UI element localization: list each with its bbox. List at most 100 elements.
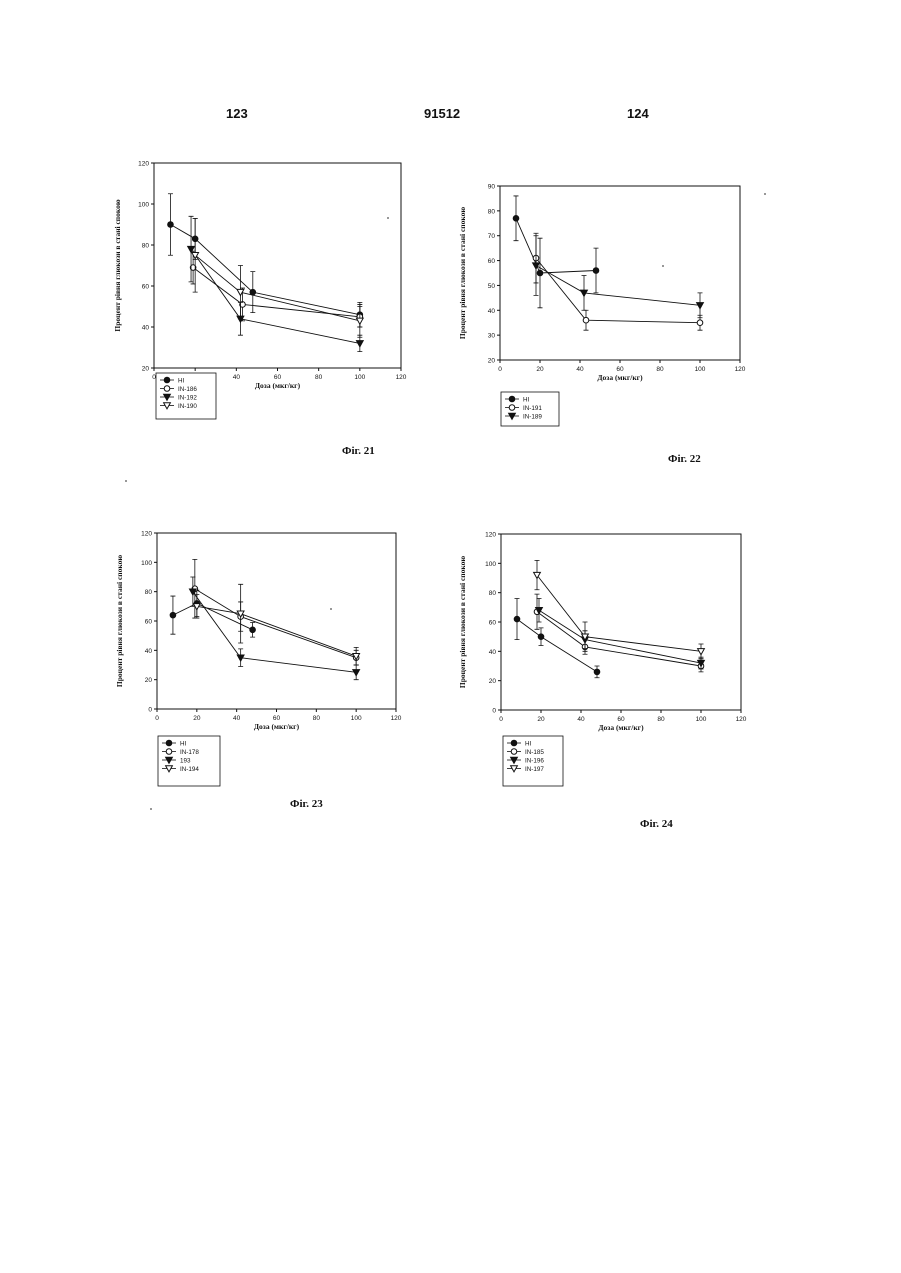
x-tick-label: 80 <box>656 366 664 373</box>
chart-svg: 2030405060708090020406080100120Доза (мкг… <box>455 180 755 445</box>
legend-label: HI <box>178 377 185 384</box>
x-tick-label: 0 <box>155 715 159 722</box>
legend-label: IN-194 <box>180 766 199 773</box>
legend-marker <box>509 405 515 411</box>
x-tick-label: 80 <box>657 716 665 723</box>
legend-label: IN-189 <box>523 413 542 420</box>
data-point <box>356 318 363 324</box>
legend-marker <box>166 740 172 746</box>
chart-fig23: 020406080100120020406080100120Доза (мкг/… <box>112 528 412 793</box>
scan-speck <box>764 193 766 195</box>
page-number-left: 123 <box>226 106 248 121</box>
series-in-185 <box>534 594 704 672</box>
data-point <box>594 669 600 675</box>
x-tick-label: 60 <box>274 374 282 381</box>
y-tick-label: 20 <box>142 366 150 373</box>
legend-label: IN-186 <box>178 386 197 393</box>
legend-label: IN-197 <box>525 766 544 773</box>
x-tick-label: 80 <box>313 715 321 722</box>
y-tick-label: 40 <box>489 649 497 656</box>
legend-label: IN-191 <box>523 405 542 412</box>
y-tick-label: 70 <box>488 233 496 240</box>
x-tick-label: 60 <box>616 366 624 373</box>
y-axis-label: Процент рівня глюкози в стані спокою <box>115 555 124 687</box>
y-tick-label: 60 <box>488 258 496 265</box>
legend-label: IN-196 <box>525 757 544 764</box>
data-point <box>353 670 360 676</box>
series-in-178 <box>192 559 359 665</box>
legend-label: IN-178 <box>180 749 199 756</box>
legend-marker <box>511 740 517 746</box>
y-tick-label: 40 <box>488 308 496 315</box>
series-line <box>516 218 596 273</box>
data-point <box>583 317 589 323</box>
scan-speck <box>387 217 389 219</box>
x-tick-label: 40 <box>577 716 585 723</box>
y-tick-label: 80 <box>145 589 153 596</box>
series-in-194 <box>193 584 359 665</box>
data-point <box>593 268 599 274</box>
y-axis-label: Процент рівня глюкози в стані спокою <box>458 207 467 339</box>
x-tick-label: 100 <box>695 366 706 373</box>
x-tick-label: 100 <box>351 715 362 722</box>
y-tick-label: 40 <box>142 325 150 332</box>
x-tick-label: 100 <box>354 374 365 381</box>
y-tick-label: 0 <box>492 708 496 715</box>
x-tick-label: 40 <box>233 374 241 381</box>
data-point <box>697 320 703 326</box>
x-tick-label: 100 <box>696 716 707 723</box>
data-point <box>168 222 174 228</box>
series-in-191 <box>533 233 703 330</box>
y-tick-label: 0 <box>148 707 152 714</box>
x-axis-label: Доза (мкг/кг) <box>255 381 301 390</box>
legend-marker <box>511 749 517 755</box>
figure-label-fig21: Фіг. 21 <box>342 445 375 457</box>
y-axis-label: Процент рівня глюкози в стані спокою <box>458 556 467 688</box>
y-tick-label: 100 <box>141 560 152 567</box>
series-in-197 <box>534 560 705 658</box>
x-tick-label: 120 <box>391 715 402 722</box>
legend-label: HI <box>525 740 532 747</box>
series-in-190 <box>192 218 363 337</box>
figure-label-fig23: Фіг. 23 <box>290 798 323 810</box>
x-tick-label: 60 <box>617 716 625 723</box>
y-tick-label: 60 <box>489 620 497 627</box>
x-tick-label: 60 <box>273 715 281 722</box>
chart-fig21: 20406080100120020406080100120Доза (мкг/к… <box>110 157 410 442</box>
y-tick-label: 20 <box>145 677 153 684</box>
y-tick-label: 20 <box>488 358 496 365</box>
legend-label: IN-190 <box>178 403 197 410</box>
y-tick-label: 90 <box>488 184 496 191</box>
data-point <box>250 627 256 633</box>
legend-label: 193 <box>180 757 191 764</box>
y-tick-label: 40 <box>145 648 153 655</box>
y-tick-label: 80 <box>142 243 150 250</box>
page-number-right: 124 <box>627 106 649 121</box>
legend-label: IN-192 <box>178 394 197 401</box>
series-line <box>193 592 356 673</box>
y-tick-label: 80 <box>489 590 497 597</box>
y-tick-label: 30 <box>488 333 496 340</box>
x-tick-label: 80 <box>315 374 323 381</box>
scan-speck <box>150 808 152 810</box>
series-line <box>191 249 360 343</box>
series-line <box>171 225 360 315</box>
x-tick-label: 120 <box>736 716 747 723</box>
x-axis-label: Доза (мкг/кг) <box>597 373 643 382</box>
chart-svg: 020406080100120020406080100120Доза (мкг/… <box>112 528 412 793</box>
y-tick-label: 60 <box>142 284 150 291</box>
legend-marker <box>509 396 515 402</box>
x-tick-label: 20 <box>536 366 544 373</box>
series-line <box>537 575 701 651</box>
series-in-196 <box>536 599 705 669</box>
data-point <box>697 303 704 309</box>
x-tick-label: 0 <box>498 366 502 373</box>
data-point <box>356 341 363 347</box>
chart-svg: 20406080100120020406080100120Доза (мкг/к… <box>110 157 410 442</box>
x-axis-label: Доза (мкг/кг) <box>598 723 644 732</box>
legend-label: HI <box>523 396 530 403</box>
scan-speck <box>330 608 332 610</box>
x-tick-label: 120 <box>396 374 407 381</box>
y-tick-label: 80 <box>488 208 496 215</box>
y-tick-label: 100 <box>138 202 149 209</box>
